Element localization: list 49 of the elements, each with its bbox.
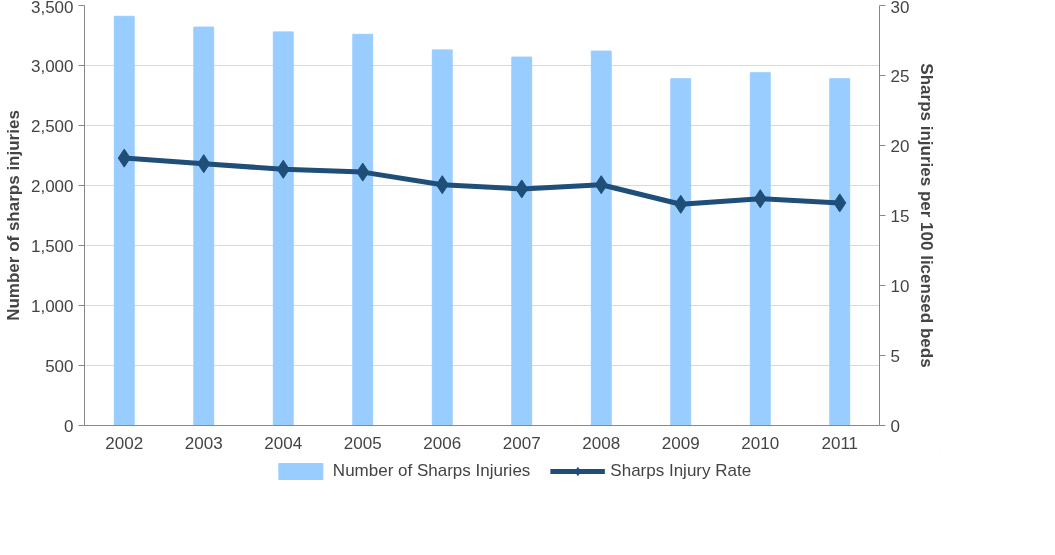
x-tick-label: 2007: [502, 433, 541, 453]
x-tick-label: 2004: [264, 433, 303, 453]
bar: [511, 56, 533, 426]
y2-tick-label: 15: [890, 206, 910, 226]
x-tick-label: 2009: [661, 433, 700, 453]
y-tick-label: 1,500: [30, 236, 74, 256]
bar: [431, 49, 453, 426]
bar: [829, 78, 851, 426]
legend-label: Number of Sharps Injuries: [332, 461, 531, 481]
x-tick-label: 2010: [741, 433, 780, 453]
y2-tick-label: 10: [890, 276, 910, 296]
y2-tick-label: 30: [890, 0, 910, 17]
y2-tick-label: 20: [890, 136, 910, 156]
point: [674, 194, 688, 214]
y-tick-label: 3,500: [30, 0, 74, 17]
y2-tick-label: 0: [890, 416, 900, 436]
x-tick-label: 2008: [582, 433, 621, 453]
point: [753, 189, 767, 209]
y-tick-label: 3,000: [30, 56, 74, 76]
bar: [272, 31, 294, 426]
x-tick-label: 2011: [821, 433, 859, 453]
bar: [670, 78, 692, 426]
x-tick-label: 2006: [423, 433, 462, 453]
point: [356, 162, 370, 182]
y2-tick-label: 25: [890, 66, 910, 86]
y-axis-title: Number of sharps injuries: [3, 110, 23, 321]
x-tick-label: 2003: [184, 433, 223, 453]
bar: [193, 26, 215, 426]
x-tick-label: 2002: [105, 433, 144, 453]
point: [276, 159, 290, 179]
y2-axis-title: Sharps injuries per 100 licensed beds: [917, 63, 937, 368]
bar: [113, 15, 135, 426]
y-tick-label: 2,500: [30, 116, 74, 136]
point: [515, 179, 529, 199]
point: [117, 148, 131, 168]
y-tick-label: 500: [45, 356, 74, 376]
y-tick-label: 1,000: [30, 296, 74, 316]
point: [435, 175, 449, 195]
bar: [352, 33, 374, 426]
x-tick-label: 2005: [343, 433, 382, 453]
bar: [590, 50, 612, 426]
bar: [749, 72, 771, 426]
y-tick-label: 0: [64, 416, 74, 436]
legend-label: Sharps Injury Rate: [610, 461, 752, 481]
y-tick-label: 2,000: [30, 176, 74, 196]
point: [594, 175, 608, 195]
y2-tick-label: 5: [890, 346, 900, 366]
point: [833, 193, 847, 213]
point: [197, 154, 211, 174]
